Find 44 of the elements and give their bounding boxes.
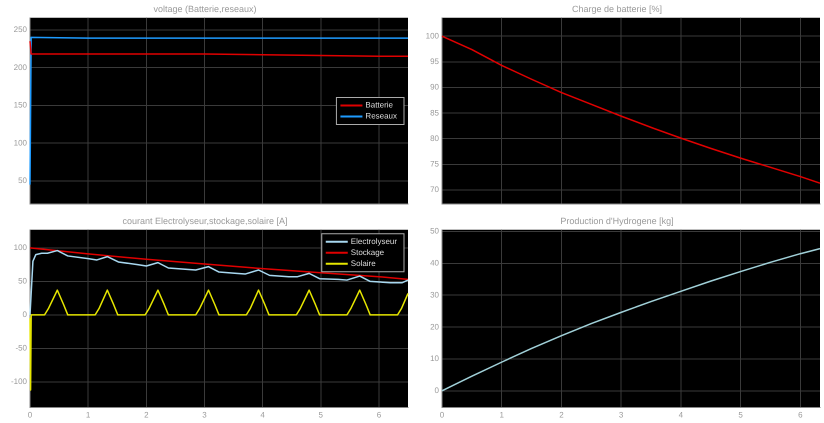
y-tick-label: 20 [430, 322, 440, 332]
legend-label: Reseaux [365, 112, 398, 121]
y-tick-label: 100 [14, 243, 28, 252]
y-tick-label: 250 [14, 25, 28, 34]
x-tick-label: 6 [798, 410, 804, 420]
y-tick-label: 0 [434, 386, 440, 396]
y-tick-label: -50 [15, 344, 28, 353]
y-tick-label: 150 [14, 100, 28, 110]
y-tick-label: 30 [430, 290, 440, 300]
legend-label: Electrolyseur [350, 237, 398, 246]
y-tick-label: 80 [430, 134, 440, 143]
x-tick-label: 1 [86, 410, 91, 420]
y-tick-label: 95 [430, 57, 440, 66]
legend-label: Solaire [350, 259, 376, 268]
x-tick-label: 2 [144, 410, 150, 420]
y-tick-label: -100 [10, 377, 28, 386]
x-tick-label: 6 [376, 410, 382, 420]
y-tick-label: 0 [22, 310, 28, 320]
x-tick-label: 1 [499, 410, 504, 420]
chart-title: courant Electrolyseur,stockage,solaire [A] [122, 216, 288, 226]
y-tick-label: 100 [14, 138, 28, 148]
x-tick-label: 5 [738, 410, 744, 420]
y-tick-label: 200 [14, 62, 28, 72]
x-tick-label: 3 [202, 410, 208, 420]
legend-label: Stockage [350, 248, 385, 258]
x-tick-label: 3 [618, 410, 624, 420]
y-tick-label: 50 [430, 226, 440, 236]
y-tick-label: 85 [430, 108, 440, 118]
x-tick-label: 4 [260, 410, 266, 420]
y-tick-label: 75 [430, 159, 440, 168]
y-tick-label: 90 [430, 82, 440, 92]
chart-title: Charge de batterie [%] [572, 4, 662, 14]
x-tick-label: 4 [678, 410, 684, 420]
y-tick-label: 10 [430, 354, 440, 364]
y-tick-label: 50 [18, 176, 28, 186]
x-tick-label: 2 [559, 410, 564, 420]
legend-label: Batterie [365, 100, 394, 110]
y-tick-label: 70 [430, 185, 440, 194]
chart-title: voltage (Batterie,reseaux) [153, 4, 257, 14]
chart-title: Production d'Hydrogene [kg] [560, 216, 674, 226]
x-tick-label: 5 [318, 410, 324, 420]
y-tick-label: 40 [430, 258, 440, 268]
y-tick-label: 50 [18, 276, 28, 286]
y-tick-label: 100 [426, 31, 440, 40]
